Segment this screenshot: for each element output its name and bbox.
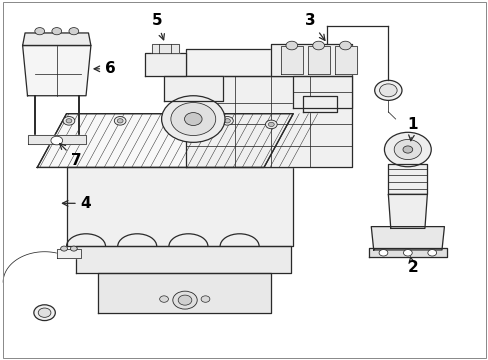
Circle shape: [393, 139, 421, 159]
Circle shape: [201, 296, 209, 302]
Polygon shape: [334, 45, 356, 74]
Text: 2: 2: [407, 257, 417, 275]
Circle shape: [117, 119, 123, 123]
Circle shape: [402, 146, 412, 153]
Polygon shape: [152, 44, 178, 53]
Polygon shape: [98, 273, 271, 313]
Circle shape: [38, 308, 51, 318]
Circle shape: [159, 296, 168, 302]
Circle shape: [170, 103, 215, 135]
Polygon shape: [57, 248, 81, 257]
Text: 7: 7: [60, 144, 81, 168]
Polygon shape: [370, 226, 444, 250]
Circle shape: [379, 84, 396, 97]
Polygon shape: [37, 114, 293, 167]
Polygon shape: [185, 49, 331, 76]
Circle shape: [178, 295, 191, 305]
Polygon shape: [27, 135, 86, 144]
Circle shape: [285, 41, 297, 50]
Polygon shape: [22, 45, 91, 96]
Circle shape: [161, 96, 224, 142]
Circle shape: [184, 113, 202, 126]
Circle shape: [374, 80, 401, 100]
Circle shape: [66, 119, 72, 123]
Polygon shape: [303, 96, 336, 112]
Circle shape: [170, 119, 176, 123]
Polygon shape: [185, 76, 351, 167]
Polygon shape: [144, 53, 185, 76]
Polygon shape: [66, 167, 293, 246]
Circle shape: [172, 291, 197, 309]
Circle shape: [384, 132, 430, 167]
Circle shape: [114, 117, 126, 125]
Polygon shape: [76, 246, 290, 273]
Circle shape: [35, 28, 44, 35]
Text: 5: 5: [151, 13, 164, 40]
Text: 4: 4: [62, 196, 91, 211]
Circle shape: [427, 249, 436, 256]
Circle shape: [268, 122, 274, 127]
Polygon shape: [271, 44, 351, 76]
Polygon shape: [22, 33, 91, 45]
Polygon shape: [368, 248, 446, 257]
Circle shape: [34, 305, 55, 320]
Text: 3: 3: [305, 13, 324, 40]
Circle shape: [224, 119, 230, 123]
Circle shape: [403, 249, 411, 256]
Polygon shape: [387, 164, 427, 194]
Polygon shape: [163, 76, 222, 101]
Circle shape: [51, 136, 62, 145]
Circle shape: [69, 28, 79, 35]
Circle shape: [339, 41, 350, 50]
Circle shape: [63, 117, 75, 125]
Polygon shape: [307, 45, 329, 74]
Text: 6: 6: [94, 61, 116, 76]
Polygon shape: [281, 45, 303, 74]
Circle shape: [70, 246, 77, 251]
Text: 1: 1: [407, 117, 417, 141]
Polygon shape: [387, 194, 427, 228]
Circle shape: [221, 117, 233, 125]
Polygon shape: [293, 76, 351, 108]
Circle shape: [265, 120, 277, 129]
Circle shape: [378, 249, 387, 256]
Circle shape: [52, 28, 61, 35]
Circle shape: [167, 117, 179, 125]
Circle shape: [312, 41, 324, 50]
Circle shape: [61, 246, 67, 251]
